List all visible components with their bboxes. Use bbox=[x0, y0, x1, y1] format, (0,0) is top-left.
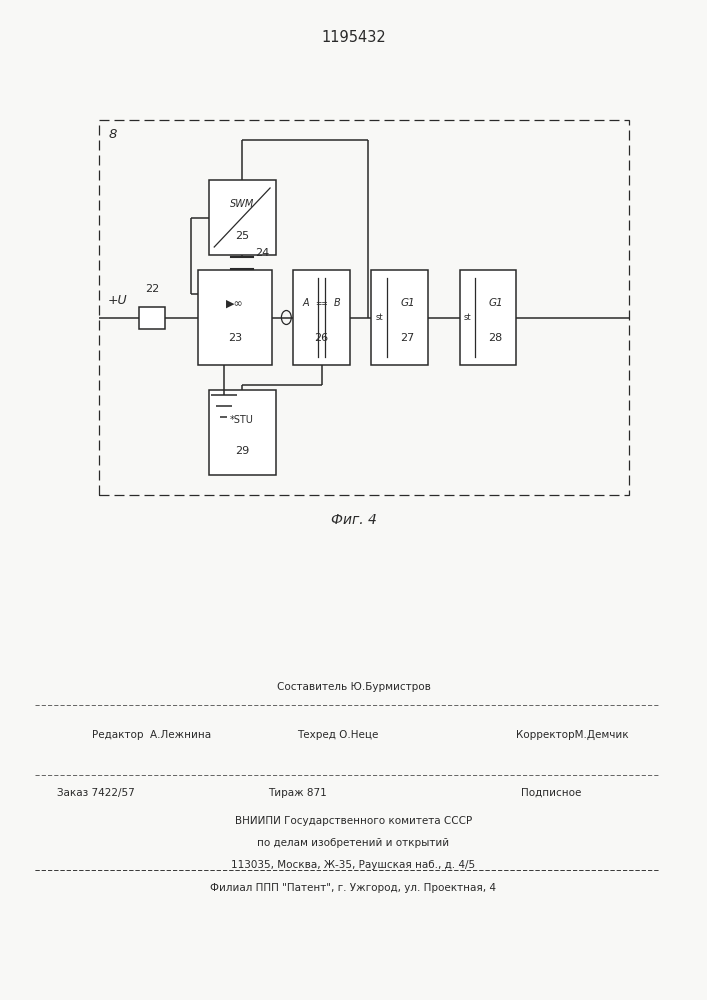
Text: *STU: *STU bbox=[230, 415, 254, 425]
Text: +U: +U bbox=[108, 294, 128, 308]
Text: 23: 23 bbox=[228, 333, 242, 343]
Text: 1195432: 1195432 bbox=[321, 30, 386, 45]
Text: 29: 29 bbox=[235, 446, 250, 456]
Text: 113035, Москва, Ж-35, Раушская наб., д. 4/5: 113035, Москва, Ж-35, Раушская наб., д. … bbox=[231, 860, 476, 870]
Text: SWM: SWM bbox=[230, 199, 255, 209]
Text: st: st bbox=[375, 313, 383, 322]
Text: Подписное: Подписное bbox=[521, 788, 582, 798]
Text: Филиал ППП "Патент", г. Ужгород, ул. Проектная, 4: Филиал ППП "Патент", г. Ужгород, ул. Про… bbox=[211, 883, 496, 893]
Text: ВНИИПИ Государственного комитета СССР: ВНИИПИ Государственного комитета СССР bbox=[235, 816, 472, 826]
Text: КорректорМ.Демчик: КорректорМ.Демчик bbox=[516, 730, 629, 740]
Text: 27: 27 bbox=[400, 333, 414, 343]
FancyBboxPatch shape bbox=[209, 180, 276, 255]
Text: B: B bbox=[334, 298, 341, 308]
Text: Заказ 7422/57: Заказ 7422/57 bbox=[57, 788, 134, 798]
Text: Редактор  А.Лежнина: Редактор А.Лежнина bbox=[92, 730, 211, 740]
Text: Фиг. 4: Фиг. 4 bbox=[331, 513, 376, 527]
Text: Техред О.Неце: Техред О.Неце bbox=[297, 730, 378, 740]
Text: ▶∞: ▶∞ bbox=[226, 298, 244, 308]
Text: по делам изобретений и открытий: по делам изобретений и открытий bbox=[257, 838, 450, 848]
FancyBboxPatch shape bbox=[460, 270, 516, 365]
Text: ==: == bbox=[315, 299, 328, 308]
FancyBboxPatch shape bbox=[209, 390, 276, 475]
Text: st: st bbox=[464, 313, 472, 322]
Text: 25: 25 bbox=[235, 231, 249, 241]
Text: G1: G1 bbox=[489, 298, 503, 308]
Text: G1: G1 bbox=[400, 298, 415, 308]
Text: 28: 28 bbox=[489, 333, 503, 343]
Text: 8: 8 bbox=[108, 128, 117, 141]
FancyBboxPatch shape bbox=[371, 270, 428, 365]
Text: 24: 24 bbox=[255, 247, 269, 257]
FancyBboxPatch shape bbox=[293, 270, 350, 365]
FancyBboxPatch shape bbox=[198, 270, 272, 365]
FancyBboxPatch shape bbox=[139, 306, 165, 328]
Text: 22: 22 bbox=[145, 284, 159, 294]
Text: A: A bbox=[303, 298, 309, 308]
Text: Составитель Ю.Бурмистров: Составитель Ю.Бурмистров bbox=[276, 682, 431, 692]
Text: 26: 26 bbox=[315, 333, 329, 343]
Text: Тираж 871: Тираж 871 bbox=[267, 788, 327, 798]
